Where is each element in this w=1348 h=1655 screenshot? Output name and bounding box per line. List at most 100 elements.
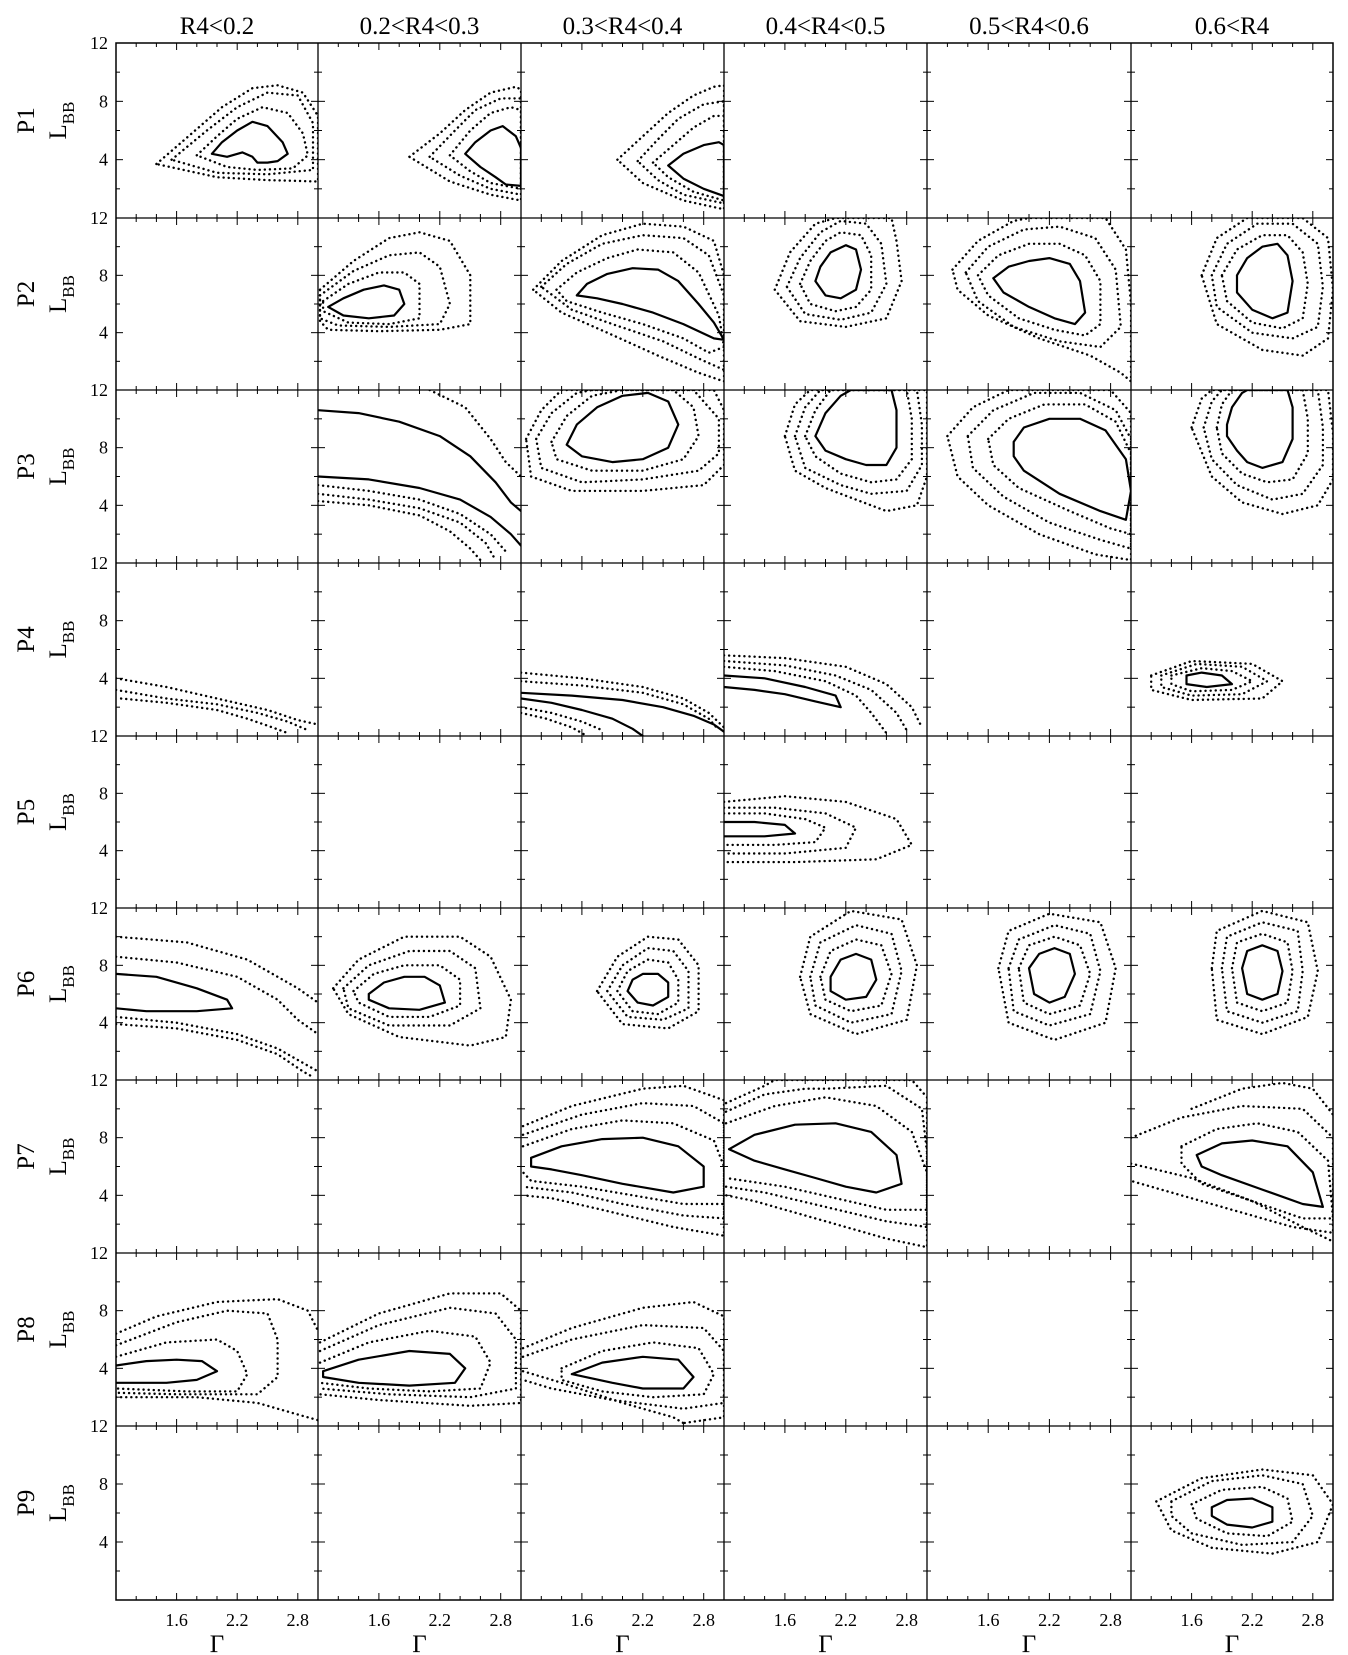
panel-P1-1 bbox=[408, 85, 521, 202]
dotted-contour bbox=[964, 225, 1123, 349]
x-tick-label: 2.8 bbox=[692, 1610, 715, 1630]
y-tick-label: 4 bbox=[99, 1532, 108, 1552]
dotted-contour bbox=[521, 1300, 724, 1425]
solid-contour bbox=[814, 244, 863, 300]
dotted-contour bbox=[1131, 1162, 1333, 1243]
panel-P6-1 bbox=[332, 935, 513, 1047]
y-tick-label: 8 bbox=[99, 1301, 108, 1321]
panel-P2-2 bbox=[532, 222, 724, 383]
column-titles: R4<0.2 0.2<R4<0.3 0.3<R4<0.4 0.4<R4<0.5 0.5<… bbox=[180, 13, 1270, 40]
y-tick-label: 8 bbox=[99, 438, 108, 458]
y-axis-label-subscript: BB bbox=[59, 1484, 78, 1507]
y-axis-label-main: L bbox=[45, 643, 72, 658]
x-tick-label: 2.8 bbox=[1099, 1610, 1122, 1630]
panel-P4-2 bbox=[521, 671, 724, 736]
dotted-contour bbox=[524, 390, 724, 493]
solid-contour bbox=[814, 390, 898, 467]
y-tick-label: 4 bbox=[99, 668, 108, 688]
dotted-contour bbox=[1180, 1122, 1333, 1220]
solid-contour bbox=[1235, 242, 1294, 320]
solid-contour bbox=[724, 674, 842, 709]
dotted-contour bbox=[116, 955, 318, 1036]
dotted-contour bbox=[521, 1119, 724, 1206]
row-title: P2 bbox=[13, 281, 40, 307]
x-tick-label: 2.2 bbox=[835, 1610, 858, 1630]
dotted-contour bbox=[651, 114, 724, 202]
y-tick-label: 8 bbox=[99, 955, 108, 975]
dotted-contour bbox=[342, 949, 482, 1027]
panel-P7-5 bbox=[1131, 1081, 1333, 1243]
x-tick-label: 2.8 bbox=[489, 1610, 512, 1630]
dotted-contour bbox=[521, 1323, 724, 1410]
dotted-contour bbox=[352, 964, 462, 1019]
dotted-contour bbox=[555, 248, 724, 354]
dotted-contour bbox=[1170, 1474, 1315, 1547]
solid-contour bbox=[575, 267, 724, 341]
row-title: P3 bbox=[13, 453, 40, 479]
solid-contour bbox=[116, 972, 234, 1013]
panel-P7-3 bbox=[724, 1080, 927, 1249]
dotted-contour bbox=[724, 812, 827, 847]
dotted-contour bbox=[318, 231, 472, 333]
dotted-contour bbox=[1170, 667, 1254, 693]
y-axis-label-subscript: BB bbox=[59, 1311, 78, 1334]
column-title: 0.2<R4<0.3 bbox=[360, 13, 480, 40]
x-tick-label: 2.2 bbox=[1241, 1610, 1264, 1630]
y-axis-label-main: L bbox=[45, 124, 72, 139]
dotted-contour bbox=[1017, 935, 1092, 1016]
dotted-contour bbox=[1202, 390, 1325, 501]
dotted-contour bbox=[724, 1096, 927, 1212]
dotted-contour bbox=[1230, 932, 1294, 1013]
y-axis-label: LBB bbox=[45, 1138, 78, 1176]
y-tick-label: 8 bbox=[99, 91, 108, 111]
column-title: 0.4<R4<0.5 bbox=[766, 13, 886, 40]
y-axis-label-main: L bbox=[45, 988, 72, 1003]
solid-contour bbox=[1185, 671, 1234, 689]
dotted-contour bbox=[521, 671, 724, 729]
y-axis-label: LBB bbox=[45, 1311, 78, 1349]
x-tick-label: 1.6 bbox=[1180, 1610, 1203, 1630]
dotted-contour bbox=[116, 1022, 315, 1079]
panel-P3-4 bbox=[946, 390, 1131, 562]
dotted-contour bbox=[408, 85, 521, 202]
panel-P6-0 bbox=[116, 935, 318, 1079]
y-tick-label: 4 bbox=[99, 323, 108, 343]
y-tick-label: 8 bbox=[99, 265, 108, 285]
panel-P2-1 bbox=[318, 231, 472, 333]
dotted-contour bbox=[535, 390, 721, 484]
y-axis-label-subscript: BB bbox=[59, 448, 78, 471]
x-axis-label: Γ bbox=[210, 1631, 224, 1655]
dotted-contour bbox=[724, 806, 858, 855]
solid-contour bbox=[464, 124, 521, 187]
panel-P8-1 bbox=[318, 1292, 521, 1408]
y-tick-label: 8 bbox=[99, 1128, 108, 1148]
x-tick-label: 1.6 bbox=[977, 1610, 1000, 1630]
y-tick-label: 12 bbox=[90, 380, 108, 400]
x-tick-label: 1.6 bbox=[368, 1610, 391, 1630]
dotted-contour bbox=[595, 935, 700, 1030]
dotted-contour bbox=[550, 390, 700, 472]
y-axis-label: LBB bbox=[45, 448, 78, 486]
y-tick-label: 12 bbox=[90, 1243, 108, 1263]
dotted-contour bbox=[798, 231, 873, 313]
panel-P4-3 bbox=[724, 654, 924, 735]
row-title: P8 bbox=[13, 1316, 40, 1342]
panel-P1-2 bbox=[616, 84, 724, 211]
panel-P2-3 bbox=[773, 218, 903, 329]
dotted-contour bbox=[724, 1080, 927, 1249]
x-tick-label: 2.8 bbox=[287, 1610, 310, 1630]
dotted-contour bbox=[793, 390, 924, 495]
dotted-contour bbox=[819, 938, 893, 1013]
solid-contour bbox=[1195, 1139, 1325, 1209]
x-tick-label: 1.6 bbox=[774, 1610, 797, 1630]
y-tick-label: 12 bbox=[90, 1070, 108, 1090]
row-title: P9 bbox=[13, 1490, 40, 1516]
dotted-contour bbox=[318, 251, 452, 329]
panel-P9-5 bbox=[1155, 1468, 1333, 1555]
dotted-contour bbox=[521, 680, 721, 732]
panel-P1-0 bbox=[155, 84, 318, 183]
panel-P2-5 bbox=[1200, 218, 1333, 357]
panel-grid bbox=[116, 84, 1333, 1555]
